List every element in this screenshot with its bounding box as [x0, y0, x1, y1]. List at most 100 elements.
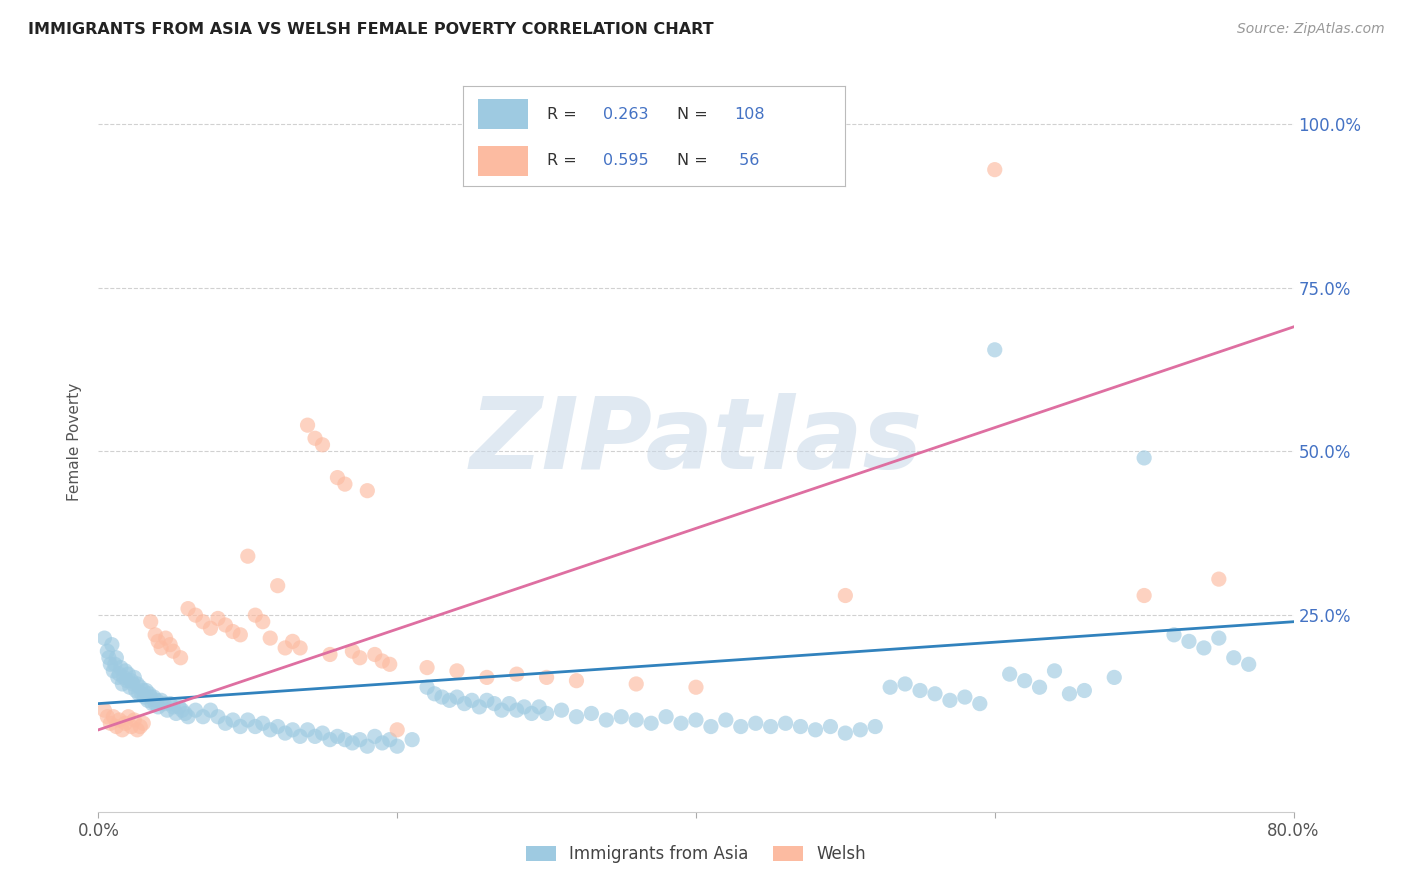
- Point: [191, 615, 214, 629]
- Point: [423, 687, 446, 701]
- Point: [513, 699, 536, 714]
- Point: [416, 680, 439, 694]
- Point: [131, 687, 153, 701]
- Point: [177, 709, 200, 723]
- Point: [93, 631, 115, 645]
- Point: [148, 634, 170, 648]
- Point: [520, 706, 543, 721]
- Point: [118, 680, 141, 694]
- Point: [304, 730, 326, 744]
- Point: [156, 703, 179, 717]
- Point: [1208, 631, 1230, 645]
- Point: [129, 720, 152, 734]
- Point: [834, 726, 856, 740]
- Point: [114, 716, 136, 731]
- Point: [333, 477, 356, 491]
- Point: [184, 703, 207, 717]
- Point: [108, 667, 131, 681]
- Point: [281, 634, 304, 648]
- Point: [371, 736, 394, 750]
- Point: [124, 670, 146, 684]
- Point: [117, 667, 139, 681]
- Point: [326, 730, 349, 744]
- Point: [1133, 589, 1156, 603]
- Point: [267, 720, 290, 734]
- Point: [894, 677, 917, 691]
- Point: [1073, 683, 1095, 698]
- Point: [155, 631, 177, 645]
- Point: [105, 650, 128, 665]
- Point: [775, 716, 797, 731]
- Point: [128, 687, 150, 701]
- Point: [252, 716, 274, 731]
- Point: [229, 720, 252, 734]
- Point: [103, 709, 125, 723]
- Point: [297, 723, 319, 737]
- Point: [141, 697, 163, 711]
- Point: [333, 732, 356, 747]
- Point: [506, 667, 529, 681]
- Point: [371, 654, 394, 668]
- Point: [259, 631, 281, 645]
- Point: [103, 664, 125, 678]
- Point: [865, 720, 887, 734]
- Point: [1104, 670, 1126, 684]
- Point: [378, 657, 401, 672]
- Point: [565, 673, 588, 688]
- Point: [319, 732, 342, 747]
- Point: [364, 730, 387, 744]
- Point: [416, 660, 439, 674]
- Point: [297, 418, 319, 433]
- Point: [159, 638, 181, 652]
- Point: [1192, 640, 1215, 655]
- Point: [820, 720, 842, 734]
- Point: [984, 162, 1007, 177]
- Point: [136, 693, 159, 707]
- Y-axis label: Female Poverty: Female Poverty: [67, 383, 83, 500]
- Point: [288, 640, 311, 655]
- Point: [259, 723, 281, 737]
- Point: [145, 693, 167, 707]
- Point: [184, 608, 207, 623]
- Point: [536, 706, 558, 721]
- Point: [143, 628, 166, 642]
- Point: [849, 723, 872, 737]
- Point: [1163, 628, 1185, 642]
- Legend: Immigrants from Asia, Welsh: Immigrants from Asia, Welsh: [519, 838, 873, 870]
- Point: [527, 699, 550, 714]
- Point: [114, 664, 136, 678]
- Point: [789, 720, 811, 734]
- Point: [281, 723, 304, 737]
- Point: [200, 703, 222, 717]
- Point: [581, 706, 603, 721]
- Point: [939, 693, 962, 707]
- Point: [177, 601, 200, 615]
- Point: [304, 431, 326, 445]
- Point: [207, 709, 229, 723]
- Point: [1178, 634, 1201, 648]
- Point: [139, 690, 162, 704]
- Text: ZIPatlas: ZIPatlas: [470, 393, 922, 490]
- Point: [97, 650, 120, 665]
- Point: [1208, 572, 1230, 586]
- Point: [1014, 673, 1036, 688]
- Point: [342, 736, 364, 750]
- Point: [685, 680, 707, 694]
- Point: [236, 549, 259, 564]
- Point: [804, 723, 827, 737]
- Text: IMMIGRANTS FROM ASIA VS WELSH FEMALE POVERTY CORRELATION CHART: IMMIGRANTS FROM ASIA VS WELSH FEMALE POV…: [28, 22, 714, 37]
- Point: [127, 723, 149, 737]
- Point: [150, 693, 173, 707]
- Point: [491, 703, 513, 717]
- Point: [222, 624, 245, 639]
- Point: [229, 628, 252, 642]
- Point: [439, 693, 461, 707]
- Point: [385, 739, 409, 754]
- Point: [1043, 664, 1066, 678]
- Point: [446, 690, 468, 704]
- Point: [1237, 657, 1260, 672]
- Point: [1223, 650, 1246, 665]
- Point: [162, 644, 184, 658]
- Point: [96, 644, 118, 658]
- Point: [214, 618, 236, 632]
